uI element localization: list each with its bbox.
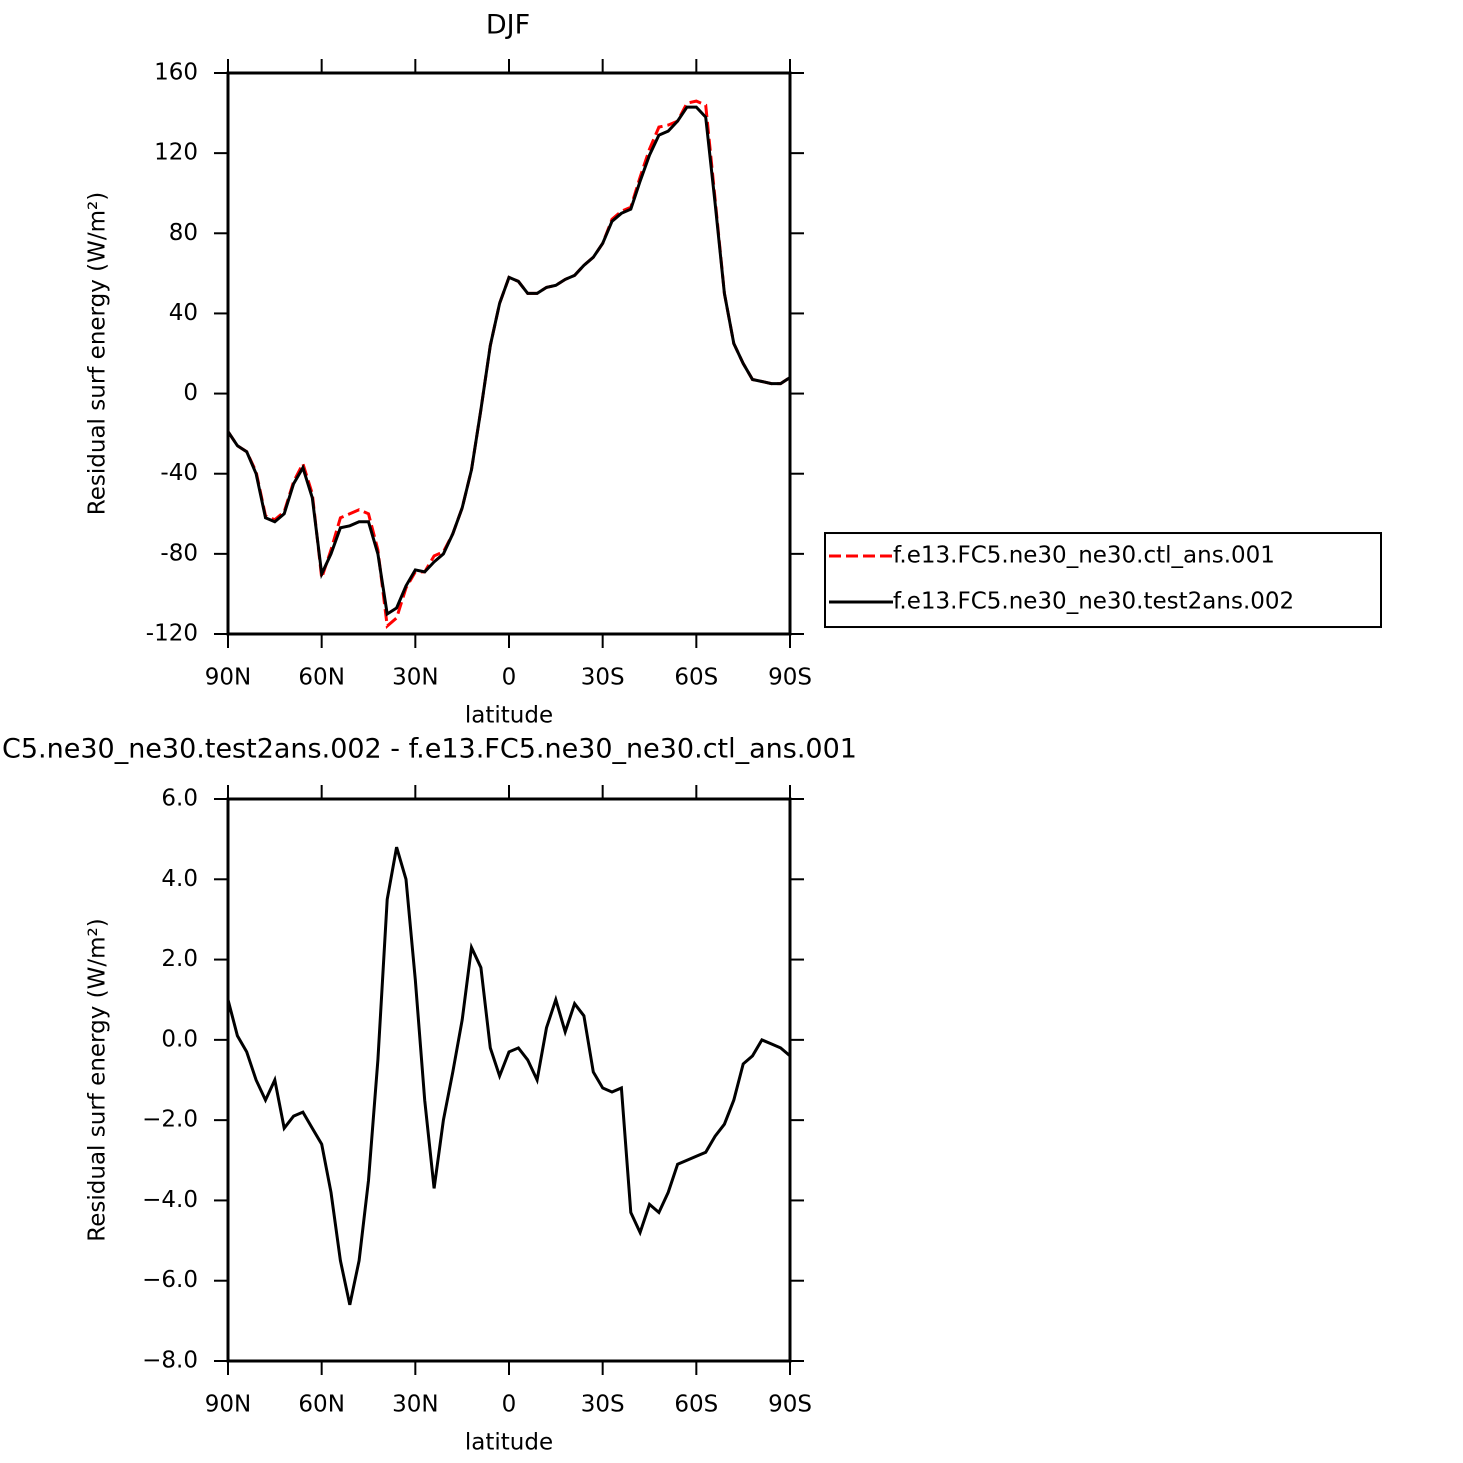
x-tick-label: 60N <box>298 665 344 691</box>
chart-title: C5.ne30_ne30.test2ans.002 - f.e13.FC5.ne… <box>2 734 857 765</box>
x-tick-label: 30S <box>581 1392 625 1418</box>
y-tick-label: 0 <box>183 380 198 406</box>
x-tick-label: 30S <box>581 665 625 691</box>
x-axis-label: latitude <box>465 1430 553 1456</box>
x-tick-label: 90N <box>205 1392 251 1418</box>
y-tick-label: −8.0 <box>142 1348 198 1374</box>
legend-box <box>824 532 1382 629</box>
y-tick-label: −6.0 <box>142 1267 198 1293</box>
x-tick-label: 30N <box>392 665 438 691</box>
data-line <box>226 846 791 1306</box>
y-axis-label: Residual surf energy (W/m²) <box>85 192 111 515</box>
y-tick-label: 160 <box>154 60 198 86</box>
x-tick-label: 0 <box>502 1392 517 1418</box>
plot-frame <box>226 797 792 1363</box>
y-tick-label: 120 <box>154 140 198 166</box>
plot-frame <box>226 71 792 636</box>
data-line <box>226 99 791 629</box>
x-axis-label: latitude <box>465 703 553 729</box>
y-tick-label: -80 <box>160 540 198 566</box>
y-axis-label: Residual surf energy (W/m²) <box>85 918 111 1241</box>
y-tick-label: 6.0 <box>161 786 198 812</box>
x-tick-label: 60N <box>298 1392 344 1418</box>
y-tick-label: 4.0 <box>161 866 198 892</box>
legend-label: f.e13.FC5.ne30_ne30.ctl_ans.001 <box>893 543 1275 569</box>
y-tick-label: −4.0 <box>142 1187 198 1213</box>
y-tick-label: 40 <box>169 300 198 326</box>
x-tick-label: 60S <box>674 1392 718 1418</box>
x-tick-label: 60S <box>674 665 718 691</box>
x-tick-label: 0 <box>502 665 517 691</box>
legend-label: f.e13.FC5.ne30_ne30.test2ans.002 <box>893 589 1294 615</box>
x-tick-label: 90S <box>768 665 812 691</box>
y-tick-label: 0.0 <box>161 1026 198 1052</box>
x-tick-label: 30N <box>392 1392 438 1418</box>
y-tick-label: 80 <box>169 220 198 246</box>
data-line <box>226 105 791 617</box>
chart-title: DJF <box>486 10 530 41</box>
y-tick-label: -40 <box>160 460 198 486</box>
y-tick-label: 2.0 <box>161 946 198 972</box>
x-tick-label: 90N <box>205 665 251 691</box>
x-tick-label: 90S <box>768 1392 812 1418</box>
y-tick-label: −2.0 <box>142 1107 198 1133</box>
y-tick-label: -120 <box>146 621 198 647</box>
